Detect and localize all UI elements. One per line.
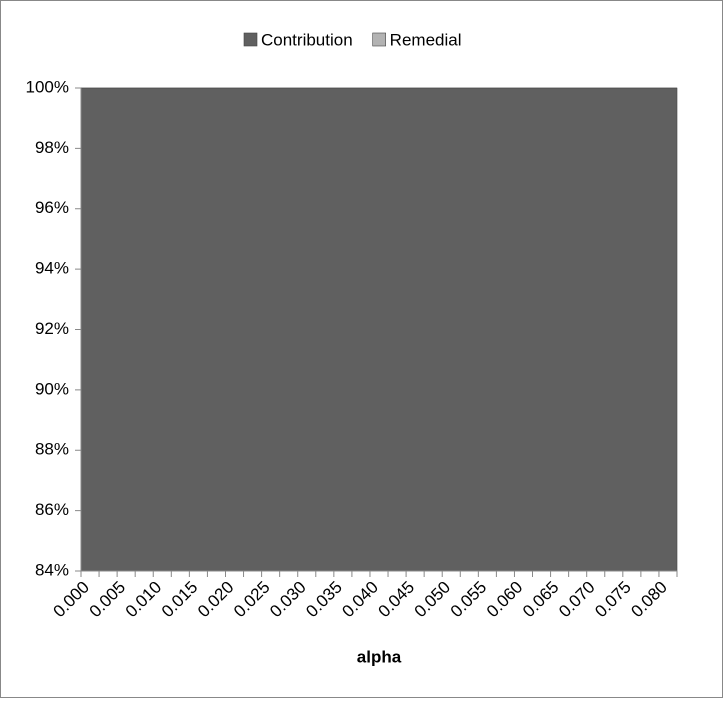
y-tick-label: 92% — [35, 319, 69, 338]
y-tick-label: 90% — [35, 379, 69, 398]
y-tick-label: 94% — [35, 259, 69, 278]
y-tick-label: 84% — [35, 560, 69, 579]
y-tick-label: 96% — [35, 198, 69, 217]
legend-swatch — [372, 32, 386, 47]
y-tick-label: 88% — [35, 440, 69, 459]
area — [80, 87, 678, 572]
y-tick-label: 86% — [35, 500, 69, 519]
y-tick-label: 98% — [35, 138, 69, 157]
legend-swatch — [243, 32, 258, 47]
legend-label: Contribution — [261, 30, 353, 49]
legend-label: Remedial — [390, 30, 462, 49]
y-tick-label: 100% — [26, 77, 69, 96]
x-axis-title: alpha — [357, 647, 402, 666]
